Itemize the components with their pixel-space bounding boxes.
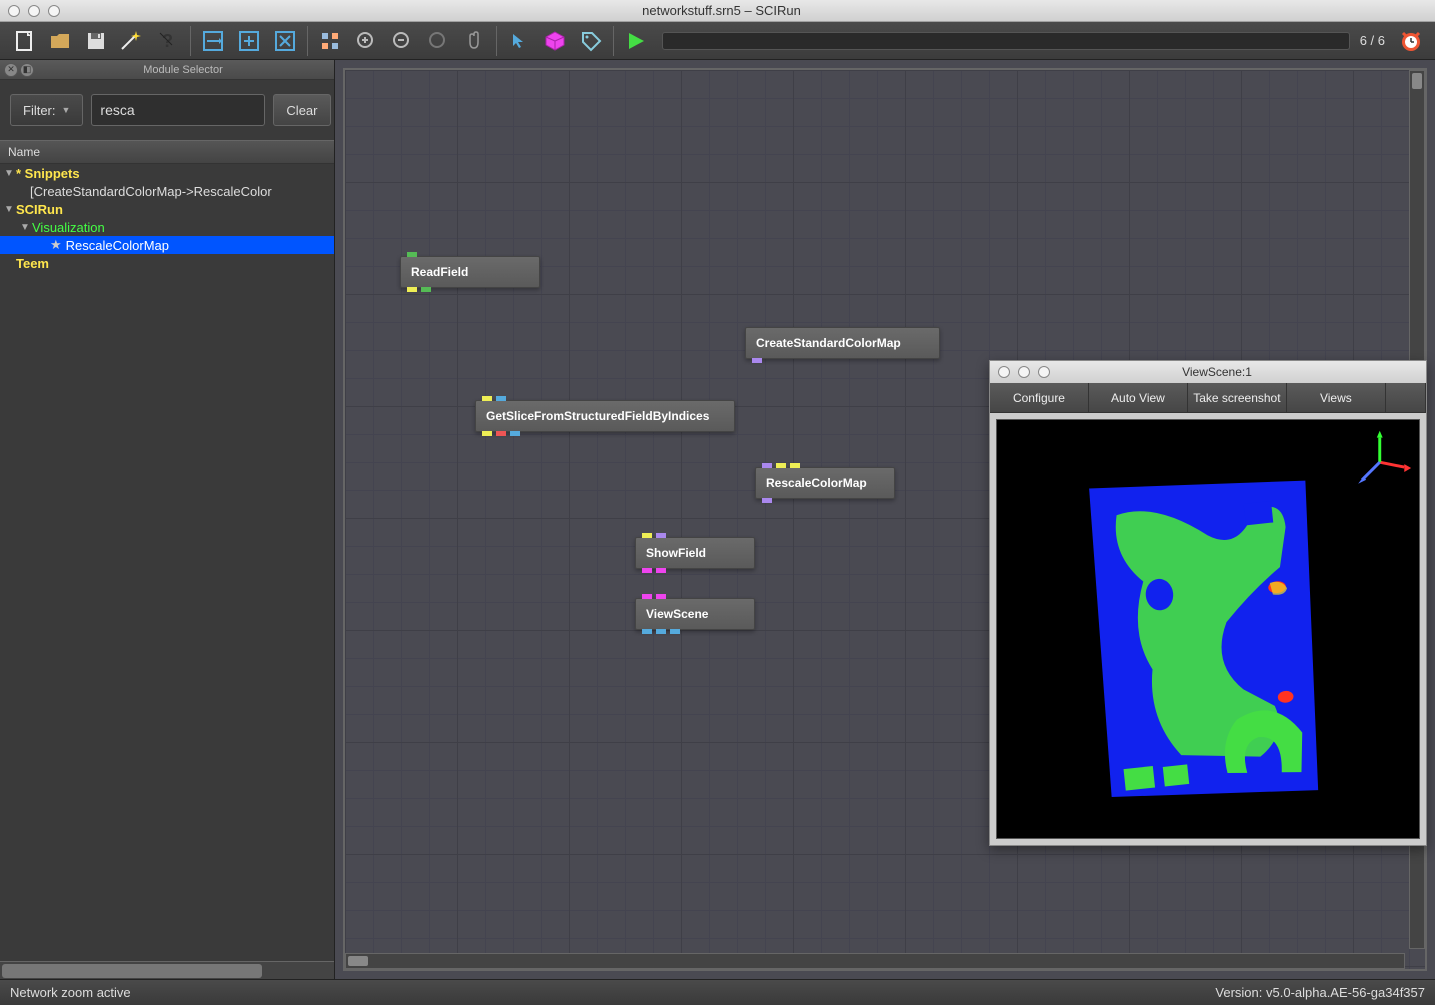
filter-label[interactable]: Filter:▼: [10, 94, 83, 126]
window-a-button[interactable]: [197, 25, 229, 57]
zoom-out-button[interactable]: [386, 25, 418, 57]
tree-column-header[interactable]: Name: [0, 140, 334, 164]
window-title: networkstuff.srn5 – SCIRun: [68, 3, 1375, 18]
canvas-hscroll[interactable]: [345, 953, 1405, 969]
panel-title: Module Selector: [36, 64, 330, 76]
tree-snippets[interactable]: ▼* Snippets: [0, 164, 334, 182]
zoom-icon[interactable]: [48, 5, 60, 17]
tree-teem[interactable]: ▼Teem: [0, 254, 334, 272]
alarm-clock-icon[interactable]: [1395, 25, 1427, 57]
autoview-button[interactable]: Auto View: [1089, 383, 1188, 412]
node-label: CreateStandardColorMap: [756, 336, 901, 350]
tree-rescalecolormap[interactable]: ★RescaleColorMap: [0, 236, 334, 254]
new-file-button[interactable]: [8, 25, 40, 57]
node-colormap[interactable]: CreateStandardColorMap: [745, 327, 940, 359]
viewscene-window[interactable]: ViewScene:1 Configure Auto View Take scr…: [989, 360, 1427, 846]
node-label: ShowField: [646, 546, 706, 560]
filter-input[interactable]: [91, 94, 265, 126]
configure-button[interactable]: Configure: [990, 383, 1089, 412]
node-showfield[interactable]: ShowField: [635, 537, 755, 569]
open-folder-button[interactable]: [44, 25, 76, 57]
mac-titlebar: networkstuff.srn5 – SCIRun: [0, 0, 1435, 22]
sidebar-hscroll[interactable]: [0, 961, 334, 979]
tree-scirun[interactable]: ▼SCIRun: [0, 200, 334, 218]
tree-visualization[interactable]: ▼Visualization: [0, 218, 334, 236]
node-label: RescaleColorMap: [766, 476, 867, 490]
viewscene-toolbar: Configure Auto View Take screenshot View…: [990, 383, 1426, 413]
zoom-reset-button[interactable]: [422, 25, 454, 57]
node-readfield[interactable]: ReadField: [400, 256, 540, 288]
panel-close-icon[interactable]: ✕: [4, 63, 18, 77]
vs-zoom-icon[interactable]: [1038, 366, 1050, 378]
node-rescale[interactable]: RescaleColorMap: [755, 467, 895, 499]
clear-button[interactable]: Clear: [273, 94, 330, 126]
module-tree: ▼* Snippets [CreateStandardColorMap->Res…: [0, 164, 334, 961]
screenshot-button[interactable]: Take screenshot: [1188, 383, 1287, 412]
progress-bar: [662, 32, 1350, 50]
status-version: Version: v5.0-alpha.AE-56-ga34f357: [1215, 985, 1425, 1000]
panel-detach-icon[interactable]: ◧: [20, 63, 34, 77]
minimize-icon[interactable]: [28, 5, 40, 17]
window-add-button[interactable]: [233, 25, 265, 57]
pan-hand-button[interactable]: [458, 25, 490, 57]
module-box-icon[interactable]: [539, 25, 571, 57]
help-icon[interactable]: ?: [152, 25, 184, 57]
wand-button[interactable]: [116, 25, 148, 57]
status-bar: Network zoom active Version: v5.0-alpha.…: [0, 979, 1435, 1005]
viewscene-title: ViewScene:1: [1058, 365, 1376, 379]
viewscene-titlebar[interactable]: ViewScene:1: [990, 361, 1426, 383]
save-button[interactable]: [80, 25, 112, 57]
node-getslice[interactable]: GetSliceFromStructuredFieldByIndices: [475, 400, 735, 432]
progress-bar-wrap: 6 / 6: [662, 32, 1385, 50]
tree-snippet-item[interactable]: [CreateStandardColorMap->RescaleColor: [0, 182, 334, 200]
vs-close-icon[interactable]: [998, 366, 1010, 378]
module-selector-panel: ✕ ◧ Module Selector Filter:▼ Clear Name …: [0, 60, 335, 979]
close-icon[interactable]: [8, 5, 20, 17]
node-label: ViewScene: [646, 607, 708, 621]
run-button[interactable]: [620, 25, 652, 57]
node-label: GetSliceFromStructuredFieldByIndices: [486, 409, 709, 423]
progress-text: 6 / 6: [1360, 33, 1385, 48]
views-button[interactable]: Views: [1287, 383, 1386, 412]
main-toolbar: ? 6 / 6: [0, 22, 1435, 60]
viewscene-render[interactable]: [996, 419, 1420, 839]
pointer-icon[interactable]: [503, 25, 535, 57]
vs-minimize-icon[interactable]: [1018, 366, 1030, 378]
grid-icon[interactable]: [314, 25, 346, 57]
tag-icon[interactable]: [575, 25, 607, 57]
panel-header: ✕ ◧ Module Selector: [0, 60, 334, 80]
zoom-in-button[interactable]: [350, 25, 382, 57]
views-extra-button[interactable]: [1386, 383, 1426, 412]
node-label: ReadField: [411, 265, 468, 279]
node-viewscene[interactable]: ViewScene: [635, 598, 755, 630]
window-x-button[interactable]: [269, 25, 301, 57]
status-left: Network zoom active: [10, 985, 131, 1000]
